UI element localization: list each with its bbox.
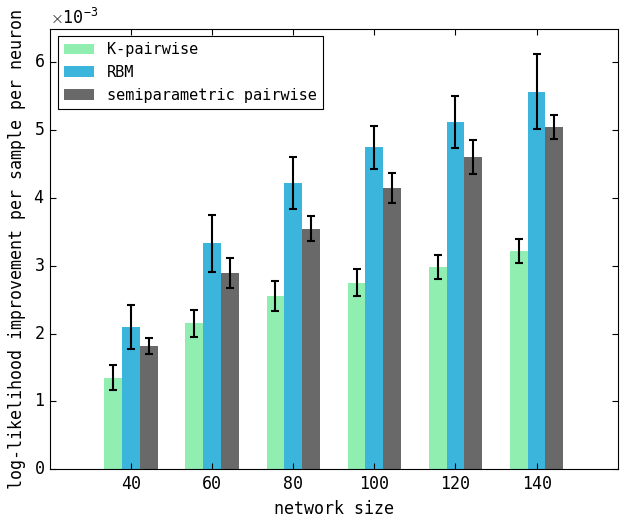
- Bar: [429, 267, 446, 469]
- X-axis label: network size: network size: [274, 500, 394, 518]
- Bar: [185, 323, 203, 469]
- Bar: [105, 378, 122, 469]
- Bar: [446, 122, 464, 469]
- Bar: [528, 92, 545, 469]
- Bar: [140, 346, 158, 469]
- Bar: [366, 147, 383, 469]
- Bar: [203, 244, 221, 469]
- Bar: [510, 251, 528, 469]
- Bar: [267, 296, 284, 469]
- Bar: [347, 283, 366, 469]
- Bar: [122, 327, 140, 469]
- Bar: [284, 183, 302, 469]
- Bar: [464, 157, 482, 469]
- Bar: [383, 188, 401, 469]
- Bar: [545, 127, 563, 469]
- Bar: [302, 229, 320, 469]
- Legend: K-pairwise, RBM, semiparametric pairwise: K-pairwise, RBM, semiparametric pairwise: [58, 36, 322, 109]
- Bar: [221, 272, 239, 469]
- Y-axis label: log-likelihood improvement per sample per neuron: log-likelihood improvement per sample pe…: [8, 9, 26, 489]
